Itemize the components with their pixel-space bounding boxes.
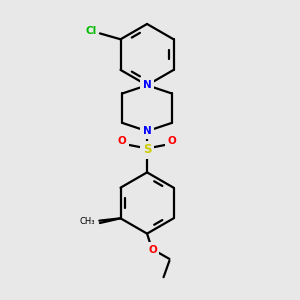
Text: CH₃: CH₃	[79, 217, 94, 226]
Text: O: O	[118, 136, 127, 146]
Text: Cl: Cl	[85, 26, 97, 36]
Text: S: S	[143, 143, 151, 157]
Text: O: O	[148, 244, 157, 254]
Text: N: N	[143, 80, 152, 90]
Text: O: O	[167, 136, 176, 146]
Text: N: N	[143, 126, 152, 136]
